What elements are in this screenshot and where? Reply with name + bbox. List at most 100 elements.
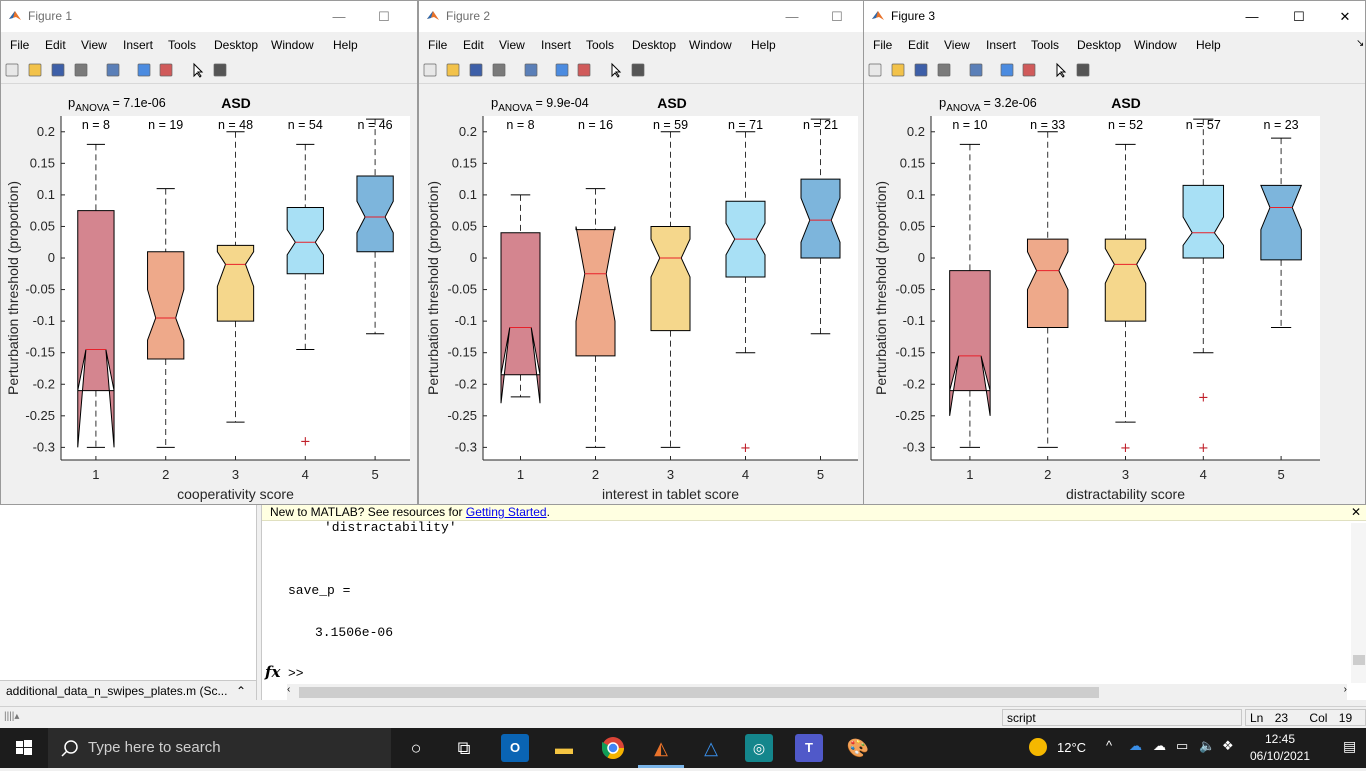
file-explorer-icon[interactable]: ▬ bbox=[555, 738, 573, 758]
clock-time[interactable]: 12:45 bbox=[1264, 732, 1296, 746]
notifications-icon[interactable]: ▤ bbox=[1343, 738, 1357, 754]
scrollbar-thumb[interactable] bbox=[1353, 655, 1365, 665]
horizontal-scrollbar-thumb[interactable] bbox=[299, 687, 1099, 698]
clock-date[interactable]: 06/10/2021 bbox=[1249, 749, 1311, 763]
insert-legend-icon[interactable] bbox=[576, 62, 592, 78]
minimize-icon[interactable]: — bbox=[332, 9, 346, 24]
menu-view[interactable]: View bbox=[499, 38, 525, 52]
new-figure-icon[interactable] bbox=[867, 62, 883, 78]
insert-legend-icon[interactable] bbox=[1021, 62, 1037, 78]
menu-overflow-icon[interactable]: ↘ bbox=[1356, 38, 1365, 49]
minimize-icon[interactable]: — bbox=[785, 9, 799, 24]
menu-desktop[interactable]: Desktop bbox=[1077, 38, 1122, 52]
insert-colorbar-icon[interactable] bbox=[136, 62, 152, 78]
menu-help[interactable]: Help bbox=[333, 38, 358, 52]
close-icon[interactable]: ✕ bbox=[1339, 9, 1351, 24]
task-view-icon[interactable]: ⧉ bbox=[457, 738, 471, 758]
affinity-icon[interactable]: △ bbox=[704, 738, 718, 758]
property-inspector-icon[interactable] bbox=[212, 62, 228, 78]
scroll-left-icon[interactable]: ‹ bbox=[287, 684, 291, 695]
menu-window[interactable]: Window bbox=[1134, 38, 1177, 52]
cortana-icon[interactable]: ○ bbox=[410, 738, 422, 758]
menu-tools[interactable]: Tools bbox=[586, 38, 615, 52]
figure-window-1[interactable]: Figure 1 — ☐ File Edit View Insert Tools Desktop… bbox=[0, 0, 418, 505]
edit-plot-icon[interactable] bbox=[1053, 62, 1069, 78]
command-window[interactable]: New to MATLAB? See resources for Getting… bbox=[261, 503, 1366, 700]
menu-help[interactable]: Help bbox=[751, 38, 776, 52]
current-folder-panel[interactable] bbox=[0, 505, 257, 700]
save-icon[interactable] bbox=[50, 62, 66, 78]
insert-colorbar-icon[interactable] bbox=[554, 62, 570, 78]
menu-insert[interactable]: Insert bbox=[541, 38, 572, 52]
link-plot-icon[interactable] bbox=[968, 62, 984, 78]
insert-colorbar-icon[interactable] bbox=[999, 62, 1015, 78]
close-icon[interactable]: ✕ bbox=[1350, 505, 1361, 519]
menu-window[interactable]: Window bbox=[689, 38, 732, 52]
menu-tools[interactable]: Tools bbox=[168, 38, 197, 52]
maximize-icon[interactable]: ☐ bbox=[1293, 9, 1305, 24]
menu-file[interactable]: File bbox=[10, 38, 30, 52]
menu-view[interactable]: View bbox=[81, 38, 107, 52]
link-plot-icon[interactable] bbox=[105, 62, 121, 78]
menu-file[interactable]: File bbox=[873, 38, 893, 52]
menu-help[interactable]: Help bbox=[1196, 38, 1221, 52]
open-file-icon[interactable] bbox=[27, 62, 43, 78]
paint-icon[interactable]: 🎨 bbox=[846, 738, 870, 758]
menu-window[interactable]: Window bbox=[271, 38, 314, 52]
save-icon[interactable] bbox=[913, 62, 929, 78]
insert-legend-icon[interactable] bbox=[158, 62, 174, 78]
open-file-icon[interactable] bbox=[445, 62, 461, 78]
current-file-tab[interactable]: additional_data_n_swipes_plates.m (Sc...… bbox=[0, 680, 256, 700]
menu-desktop[interactable]: Desktop bbox=[214, 38, 259, 52]
menu-file[interactable]: File bbox=[428, 38, 448, 52]
onedrive-icon[interactable]: ☁ bbox=[1129, 738, 1142, 753]
temperature[interactable]: 12°C bbox=[1057, 740, 1087, 755]
chrome-icon[interactable] bbox=[599, 734, 627, 762]
app-icon[interactable]: ◎ bbox=[745, 734, 773, 762]
cloud-icon[interactable]: ☁ bbox=[1153, 738, 1166, 753]
link-plot-icon[interactable] bbox=[523, 62, 539, 78]
matlab-icon[interactable]: ◭ bbox=[654, 738, 668, 758]
open-file-icon[interactable] bbox=[890, 62, 906, 78]
print-icon[interactable] bbox=[73, 62, 89, 78]
menu-desktop[interactable]: Desktop bbox=[632, 38, 677, 52]
maximize-icon[interactable]: ☐ bbox=[831, 9, 843, 24]
outlook-icon[interactable]: O bbox=[501, 734, 529, 762]
chevron-up-icon[interactable]: ^ bbox=[1106, 738, 1113, 753]
scroll-right-icon[interactable]: › bbox=[1343, 684, 1347, 695]
horizontal-scrollbar[interactable]: ‹ › bbox=[287, 684, 1347, 700]
teams-icon[interactable]: T bbox=[795, 734, 823, 762]
minimize-icon[interactable]: — bbox=[1245, 9, 1259, 24]
menu-edit[interactable]: Edit bbox=[908, 38, 929, 52]
volume-icon[interactable]: 🔈 bbox=[1199, 738, 1216, 753]
getting-started-link[interactable]: Getting Started bbox=[465, 505, 547, 519]
edit-plot-icon[interactable] bbox=[608, 62, 624, 78]
menu-tools[interactable]: Tools bbox=[1031, 38, 1060, 52]
menu-insert[interactable]: Insert bbox=[986, 38, 1017, 52]
fx-icon[interactable]: fx bbox=[265, 663, 281, 681]
menu-view[interactable]: View bbox=[944, 38, 970, 52]
vertical-scrollbar[interactable] bbox=[1351, 523, 1366, 683]
chevron-up-icon[interactable]: ⌃ bbox=[235, 684, 246, 698]
taskbar-search[interactable]: Type here to search bbox=[48, 728, 391, 768]
network-icon[interactable]: ▭ bbox=[1176, 738, 1189, 753]
title-bar[interactable]: Figure 1 — ☐ bbox=[1, 1, 417, 32]
new-figure-icon[interactable] bbox=[4, 62, 20, 78]
menu-edit[interactable]: Edit bbox=[45, 38, 66, 52]
weather-icon[interactable] bbox=[1029, 738, 1047, 756]
title-bar[interactable]: Figure 2 — ☐ bbox=[419, 1, 863, 32]
property-inspector-icon[interactable] bbox=[1075, 62, 1091, 78]
save-icon[interactable] bbox=[468, 62, 484, 78]
figure-window-2[interactable]: Figure 2 — ☐ File Edit View Insert Tools Desktop… bbox=[418, 0, 864, 505]
windows-start-button[interactable] bbox=[0, 728, 48, 768]
menu-insert[interactable]: Insert bbox=[123, 38, 154, 52]
print-icon[interactable] bbox=[491, 62, 507, 78]
figure-window-3[interactable]: Figure 3 — ☐ ✕ File Edit View Insert Tools Deskto… bbox=[863, 0, 1366, 505]
property-inspector-icon[interactable] bbox=[630, 62, 646, 78]
dropbox-icon[interactable]: ❖ bbox=[1222, 738, 1234, 753]
edit-plot-icon[interactable] bbox=[190, 62, 206, 78]
title-bar[interactable]: Figure 3 — ☐ ✕ bbox=[864, 1, 1365, 32]
command-prompt[interactable]: >> bbox=[288, 666, 304, 681]
print-icon[interactable] bbox=[936, 62, 952, 78]
menu-edit[interactable]: Edit bbox=[463, 38, 484, 52]
